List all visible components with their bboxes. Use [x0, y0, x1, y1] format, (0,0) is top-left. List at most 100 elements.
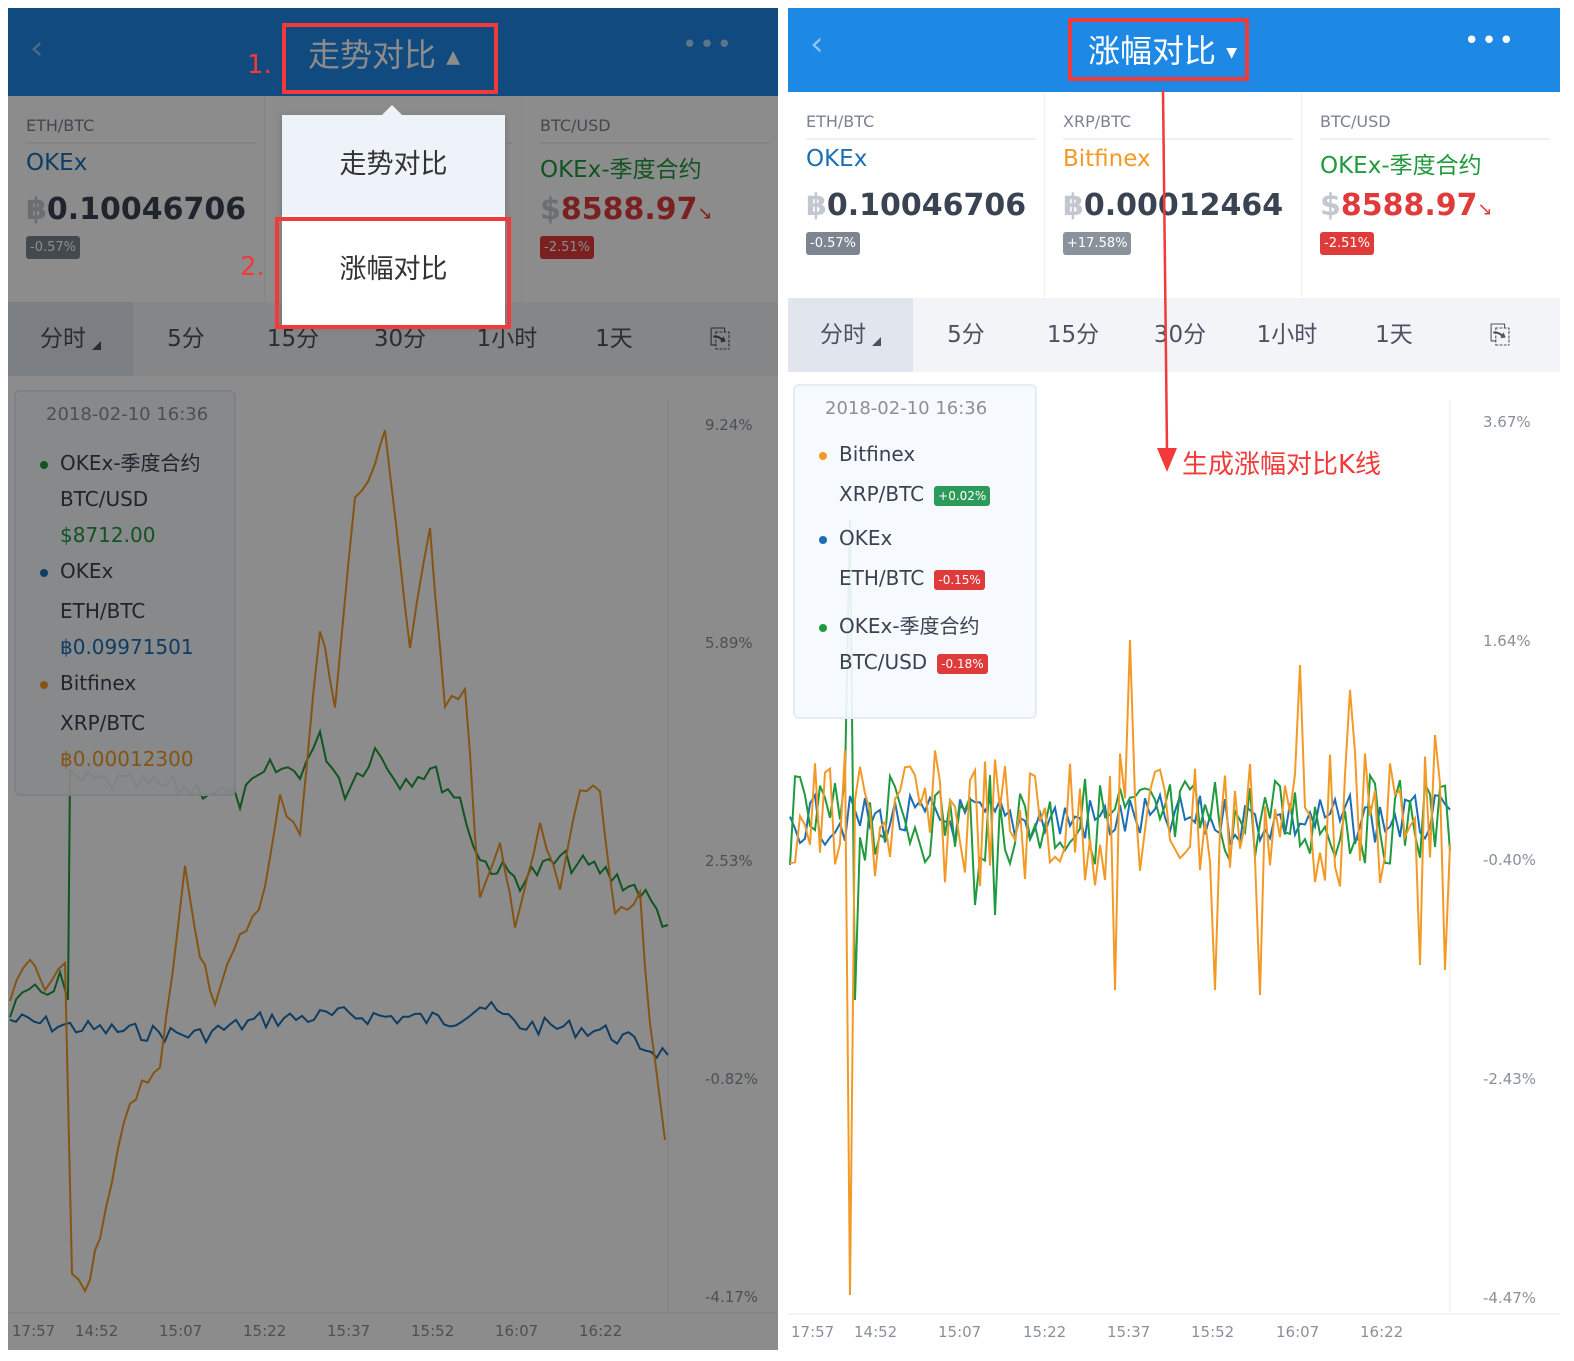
y-axis-tick: 2.53%	[705, 852, 753, 870]
series-line-okex	[9, 1000, 669, 1060]
tooltip-exchange: OKEx-季度合约	[819, 610, 980, 639]
divider	[806, 138, 1036, 140]
exchange-name: OKEx	[60, 559, 114, 583]
change-badge: -2.51%	[1320, 232, 1374, 255]
ticker-pair: ETH/BTC	[806, 112, 875, 131]
tab-interval[interactable]: 30分	[1130, 298, 1230, 372]
tab-label: 分时	[40, 326, 86, 352]
tooltip-value: $8712.00	[60, 523, 156, 547]
tab-label: 1小时	[1256, 322, 1318, 348]
compare-mode-selector[interactable]: 涨幅对比 ▼	[1088, 26, 1237, 72]
ticker-pair: XRP/BTC	[1063, 112, 1132, 131]
divider	[26, 142, 256, 144]
x-axis-tick: 14:52	[854, 1323, 898, 1341]
x-axis-tick: 15:52	[1191, 1323, 1235, 1341]
ticker-price: ฿0.10046706	[806, 188, 1026, 223]
ticker-exchange: OKEx	[806, 146, 868, 172]
tab-interval[interactable]: 1小时	[457, 302, 557, 376]
tooltip-exchange: OKEx-季度合约	[40, 447, 201, 476]
tab-label: 15分	[266, 326, 320, 352]
interval-tabs: 分时 5分 15分 30分 1小时 1天 ⎘	[8, 302, 778, 376]
y-axis-tick: -0.40%	[1483, 851, 1537, 869]
change-badge: -2.51%	[540, 236, 594, 259]
y-axis-tick: -2.43%	[1483, 1070, 1537, 1088]
dropdown-item-change[interactable]: 涨幅对比	[282, 215, 505, 325]
tab-label: 1天	[595, 326, 633, 352]
series-line-bitfinex	[9, 429, 666, 1294]
corner-triangle-icon	[92, 341, 101, 350]
change-badge: -0.18%	[937, 653, 988, 674]
ticker-card[interactable]: XRP/BTC Bitfinex ฿0.00012464 +17.58%	[1045, 92, 1302, 298]
more-dots-icon[interactable]: •••	[681, 30, 734, 60]
x-axis-tick: 15:22	[243, 1322, 287, 1340]
annotation-box-title	[282, 23, 498, 94]
tab-label: 5分	[167, 326, 205, 352]
price-value: 8588.97	[1340, 188, 1478, 223]
currency-symbol: $	[1320, 188, 1341, 223]
y-axis-tick: 3.67%	[1483, 413, 1531, 431]
currency-symbol: $	[540, 192, 561, 227]
exchange-name: Bitfinex	[839, 442, 916, 466]
change-badge: -0.57%	[26, 236, 80, 259]
rotate-screen-icon[interactable]: ⎘	[709, 324, 731, 354]
x-axis-tick: 16:07	[1276, 1323, 1320, 1341]
tab-interval[interactable]: 1天	[564, 302, 664, 376]
ticker-card[interactable]: BTC/USD OKEx-季度合约 $8588.97↘ -2.51%	[1302, 92, 1559, 298]
y-axis-tick: -4.47%	[1483, 1289, 1537, 1307]
tooltip-pair-row: ETH/BTC -0.15%	[839, 566, 985, 590]
x-axis-tick: 15:07	[159, 1322, 203, 1340]
exchange-name: Bitfinex	[60, 671, 137, 695]
x-axis-tick: 17:57	[791, 1323, 835, 1341]
tab-label: 5分	[947, 322, 985, 348]
series-dot	[819, 623, 827, 632]
divider	[1320, 138, 1550, 140]
currency-symbol: ฿	[1063, 188, 1084, 223]
trend-down-icon: ↘	[697, 203, 713, 224]
change-badge: -0.15%	[934, 569, 985, 590]
x-axis-tick: 15:37	[1107, 1323, 1151, 1341]
ticker-card[interactable]: BTC/USD OKEx-季度合约 $8588.97↘ -2.51%	[522, 96, 778, 302]
tooltip-pair-row: BTC/USD -0.18%	[839, 650, 988, 674]
series-dot	[819, 535, 827, 544]
price-value: 0.10046706	[826, 188, 1027, 223]
price-value: 8588.97	[560, 192, 698, 227]
ticker-exchange: OKEx-季度合约	[540, 157, 702, 183]
more-dots-icon[interactable]: •••	[1463, 26, 1516, 56]
tab-interval[interactable]: 15分	[243, 302, 343, 376]
currency-symbol: ฿	[26, 192, 47, 227]
x-axis-tick: 15:22	[1023, 1323, 1067, 1341]
tooltip-pair: ETH/BTC	[839, 566, 925, 590]
tooltip-pair: BTC/USD	[60, 487, 149, 511]
divider	[1063, 138, 1293, 140]
rotate-screen-icon[interactable]: ⎘	[1489, 320, 1511, 350]
divider	[540, 142, 770, 144]
ticker-exchange: OKEx	[26, 150, 88, 176]
tab-interval[interactable]: 5分	[916, 298, 1016, 372]
ticker-price: ฿0.00012464	[1063, 188, 1283, 223]
tab-interval[interactable]: 分时	[788, 298, 913, 372]
tab-interval[interactable]: 1小时	[1237, 298, 1337, 372]
tab-interval[interactable]: 1天	[1344, 298, 1444, 372]
chevron-left-icon[interactable]: ‹	[30, 28, 44, 68]
ticker-pair: ETH/BTC	[26, 116, 95, 135]
tab-interval[interactable]: 30分	[350, 302, 450, 376]
compare-mode-selector[interactable]: 走势对比 ▲	[308, 30, 460, 76]
ticker-card[interactable]: ETH/BTC OKEx ฿0.10046706 -0.57%	[8, 96, 265, 302]
dropdown-item-trend[interactable]: 走势对比	[282, 115, 505, 215]
caret-down-icon: ▼	[1226, 45, 1237, 61]
ticker-card[interactable]: ETH/BTC OKEx ฿0.10046706 -0.57%	[788, 92, 1045, 298]
tooltip-time: 2018-02-10 16:36	[46, 404, 209, 425]
right-screen: ‹ 涨幅对比 ▼ ••• ETH/BTC OKEx ฿0.10046706 -0.57…	[788, 8, 1560, 1350]
tab-interval[interactable]: 5分	[136, 302, 236, 376]
x-axis-tick: 16:22	[579, 1322, 623, 1340]
price-value: 0.00012464	[1083, 188, 1284, 223]
chevron-left-icon[interactable]: ‹	[810, 24, 824, 64]
tab-interval[interactable]: 分时	[8, 302, 133, 376]
annotation-arrow-text: 生成涨幅对比K线	[1182, 450, 1382, 480]
tab-interval[interactable]: 15分	[1023, 298, 1123, 372]
chart-tooltip: 2018-02-10 16:36 Bitfinex XRP/BTC +0.02% OKE…	[793, 384, 1037, 719]
dropdown-arrow	[382, 105, 402, 115]
trend-down-icon: ↘	[1477, 199, 1493, 220]
y-axis-tick: 1.64%	[1483, 632, 1531, 650]
x-axis-tick: 16:07	[495, 1322, 539, 1340]
